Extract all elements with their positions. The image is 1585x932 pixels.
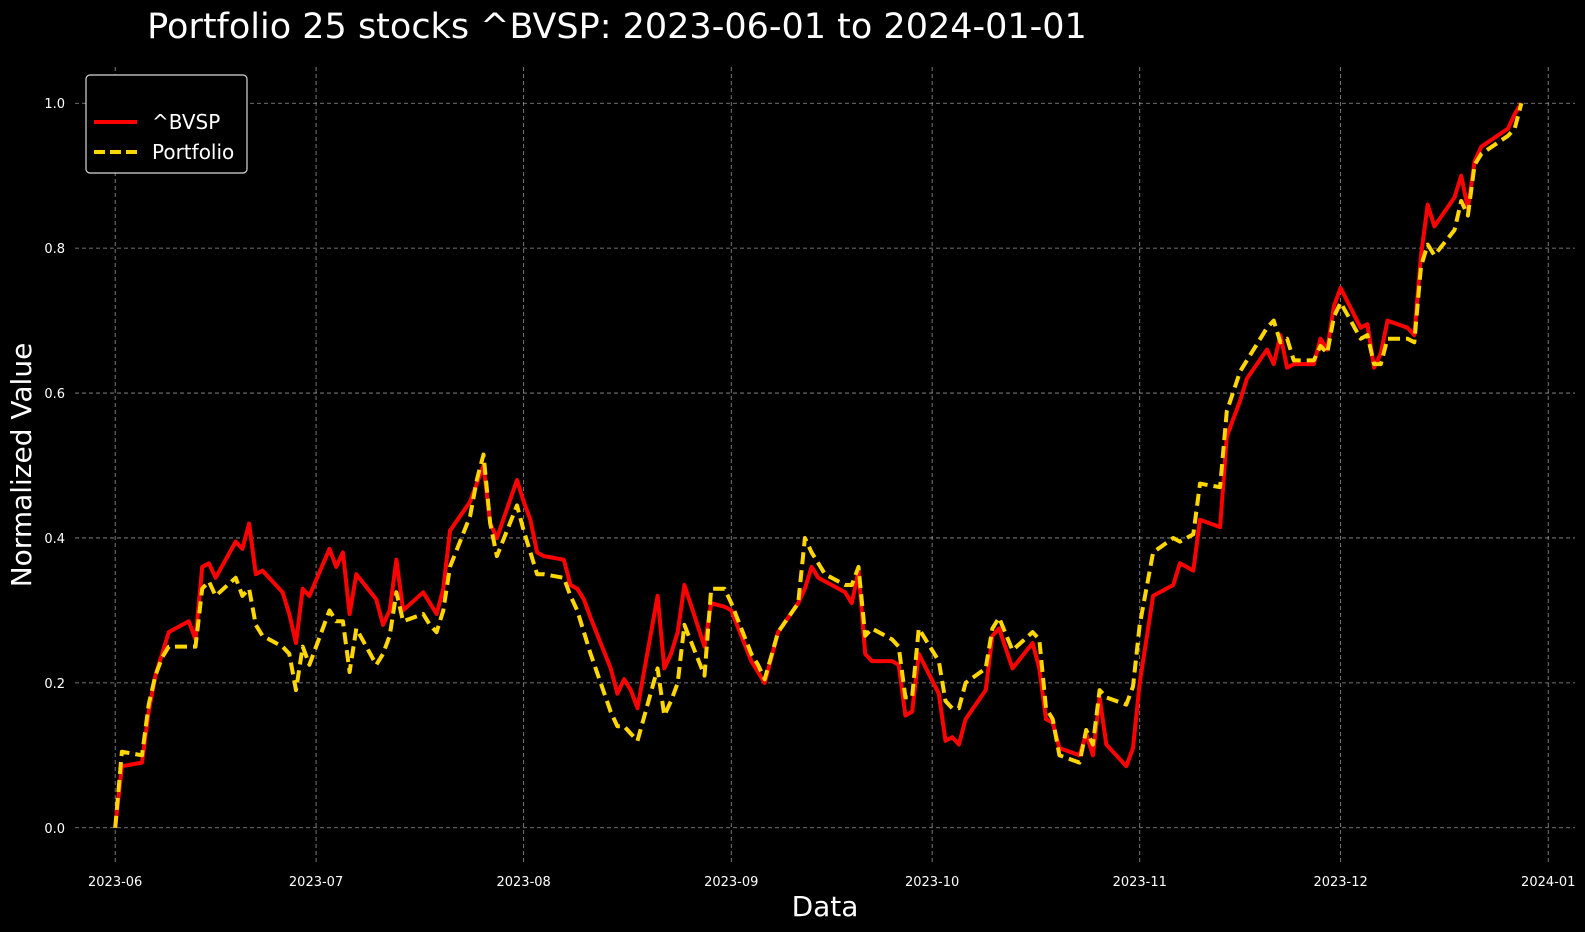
y-axis-ticks: 0.0 0.2 0.4 0.6 0.8 1.0 [44, 97, 65, 837]
legend-box [85, 74, 248, 174]
x-tick-label: 2023-12 [1313, 875, 1367, 890]
y-tick-label: 0.4 [44, 532, 65, 547]
y-axis-label: Normalized Value [5, 343, 38, 588]
y-tick-label: 1.0 [44, 97, 65, 112]
series-layer [113, 102, 1524, 829]
y-tick-label: 0.0 [44, 822, 65, 837]
x-tick-label: 2023-06 [88, 875, 142, 890]
x-tick-label: 2023-08 [496, 875, 550, 890]
legend-label-bvsp: ^BVSP [152, 110, 220, 134]
x-tick-label: 2023-10 [905, 875, 959, 890]
y-tick-label: 0.8 [44, 242, 65, 257]
series-line-portfolio [113, 102, 1524, 828]
legend: ^BVSP Portfolio [85, 74, 248, 174]
x-tick-label: 2023-09 [704, 875, 758, 890]
legend-label-portfolio: Portfolio [152, 140, 234, 164]
chart-title: Portfolio 25 stocks ^BVSP: 2023-06-01 to… [147, 7, 1087, 47]
x-tick-label: 2023-07 [289, 875, 343, 890]
x-axis-ticks: 2023-06 2023-07 2023-08 2023-09 2023-10 2023-… [88, 875, 1575, 890]
grid-lines [75, 67, 1575, 864]
y-tick-label: 0.6 [44, 387, 65, 402]
x-tick-label: 2024-01 [1521, 875, 1575, 890]
series-line-bvsp [113, 102, 1524, 829]
y-tick-label: 0.2 [44, 677, 65, 692]
x-tick-label: 2023-11 [1113, 875, 1167, 890]
x-axis-label: Data [792, 890, 859, 923]
